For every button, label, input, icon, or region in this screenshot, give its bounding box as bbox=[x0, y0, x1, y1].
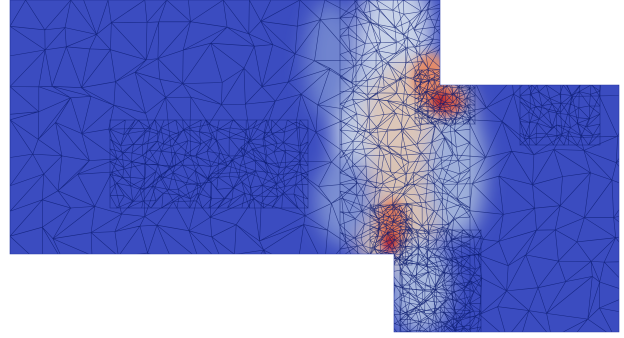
mesh-patch bbox=[369, 204, 413, 266]
mesh-patch bbox=[109, 119, 309, 209]
mesh-patch bbox=[519, 84, 601, 146]
mesh-patch bbox=[399, 229, 482, 332]
mesh-patch bbox=[414, 69, 476, 125]
domain-outline bbox=[9, 0, 620, 333]
